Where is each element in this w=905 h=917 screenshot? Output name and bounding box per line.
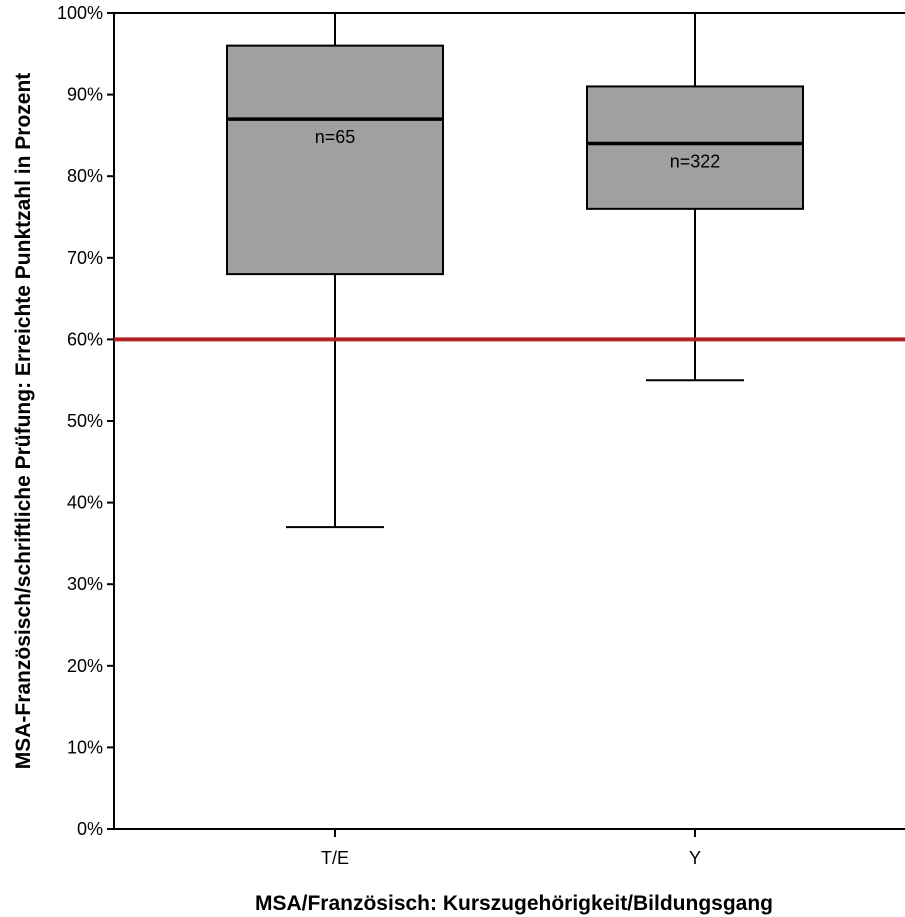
y-tick-label: 0% xyxy=(77,819,103,839)
x-axis-title: MSA/Französisch: Kurszugehörigkeit/Bildu… xyxy=(255,892,773,915)
n-count-label: n=322 xyxy=(670,152,721,172)
y-tick-label: 60% xyxy=(67,329,103,349)
y-tick-label: 50% xyxy=(67,411,103,431)
x-tick-label: T/E xyxy=(321,848,349,868)
plot-area: 0% 10% 20% 30% 40% 50% 60% 70% 80% 90% 100% T/E Yn=6… xyxy=(57,3,905,868)
box-iqr xyxy=(226,44,444,276)
y-tick-label: 10% xyxy=(67,737,103,757)
x-tick-label: Y xyxy=(689,848,701,868)
box-iqr xyxy=(586,85,804,210)
y-tick-label: 90% xyxy=(67,85,103,105)
y-tick-label: 80% xyxy=(67,166,103,186)
y-axis-title: MSA-Französisch/schriftliche Prüfung: Er… xyxy=(12,73,35,770)
n-count-label: n=65 xyxy=(315,127,356,147)
y-tick-label: 40% xyxy=(67,493,103,513)
y-tick-label: 20% xyxy=(67,656,103,676)
y-tick-label: 70% xyxy=(67,248,103,268)
y-tick-label: 30% xyxy=(67,574,103,594)
y-tick-label: 100% xyxy=(57,3,103,23)
